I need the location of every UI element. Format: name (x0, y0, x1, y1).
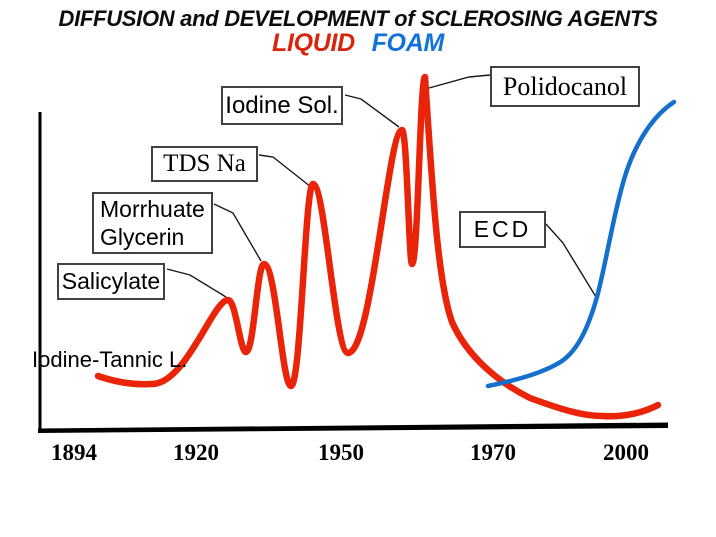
page-title: DIFFUSION and DEVELOPMENT of SCLEROSING … (58, 6, 658, 31)
polidocanol-label: Polidocanol (502, 71, 628, 101)
x-tick-1920: 1920 (173, 440, 219, 465)
leader-line-morrhuate (213, 203, 262, 262)
label-box-iodine-sol: Iodine Sol. (221, 86, 343, 125)
morrhuate-label-line1: Morrhuate (100, 196, 205, 222)
leader-line-tds-na (258, 154, 312, 188)
label-box-morrhuate-glycerin: Morrhuate Glycerin (92, 192, 213, 254)
subtitle-liquid: LIQUID (272, 29, 355, 57)
morrhuate-label-line2: Glycerin (100, 224, 185, 250)
label-box-salicylate: Salicylate (57, 263, 165, 300)
iodine-tannic-label: Iodine-Tannic L. (32, 347, 188, 372)
salicylate-label: Salicylate (61, 268, 161, 294)
ecd-label: ECD (473, 216, 532, 242)
x-tick-1950: 1950 (318, 440, 364, 465)
subtitle: LIQUID FOAM (0, 29, 716, 58)
liquid-agents-curve (94, 73, 662, 420)
x-axis-line (38, 422, 668, 433)
leader-line-polidocanol (428, 74, 491, 89)
label-box-tds-na: TDS Na (151, 146, 258, 182)
x-tick-1970: 1970 (470, 440, 516, 465)
leader-line-salicylate (166, 268, 227, 298)
leader-line-ecd (545, 223, 597, 298)
x-tick-2000: 2000 (603, 440, 649, 465)
iodine-sol-label: Iodine Sol. (225, 91, 339, 119)
leader-line-iodine-sol (344, 94, 400, 128)
tds-na-label: TDS Na (163, 150, 246, 177)
x-tick-1894: 1894 (51, 440, 97, 465)
label-box-ecd: ECD (459, 211, 546, 248)
label-box-polidocanol: Polidocanol (490, 66, 640, 107)
subtitle-foam: FOAM (371, 29, 445, 57)
foam-ecd-curve (485, 99, 677, 389)
